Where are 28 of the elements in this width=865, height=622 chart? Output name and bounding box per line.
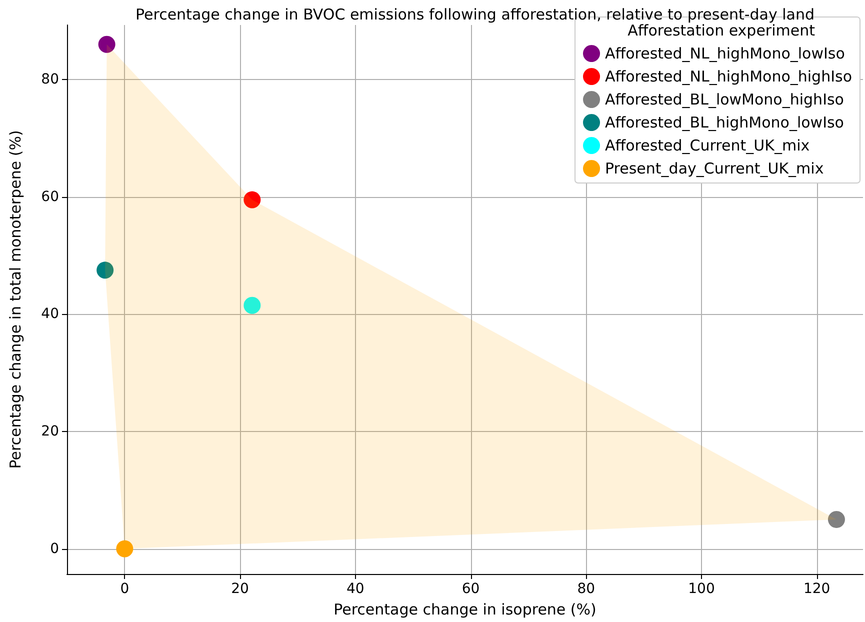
point bbox=[828, 510, 845, 528]
y-tick-label: 80 bbox=[41, 72, 59, 88]
point bbox=[116, 540, 134, 558]
y-tick-label: 20 bbox=[41, 423, 59, 440]
legend-label: Afforested_NL_highMono_lowIso bbox=[605, 44, 845, 62]
y-tick-label: 0 bbox=[50, 540, 59, 557]
legend-title: Afforestation experiment bbox=[628, 22, 816, 40]
x-tick-label: 40 bbox=[346, 581, 364, 597]
x-tick-label: 120 bbox=[803, 581, 830, 597]
x-tick-label: 80 bbox=[577, 581, 596, 597]
point bbox=[244, 191, 261, 208]
y-tick-label: 40 bbox=[41, 306, 59, 322]
point bbox=[96, 262, 114, 279]
x-tick-label: 60 bbox=[462, 581, 480, 597]
x-tick-label: 20 bbox=[231, 581, 249, 597]
x-tick-label: 100 bbox=[688, 581, 715, 597]
legend-label: Afforested_BL_lowMono_highIso bbox=[605, 90, 844, 108]
y-axis-title: Percentage change in total monoterpene (%) bbox=[6, 130, 24, 469]
legend-label: Afforested_Current_UK_mix bbox=[605, 136, 810, 154]
point bbox=[98, 36, 116, 53]
chart-title: Percentage change in BVOC emissions following afforestation, relative to present-day land bbox=[136, 6, 814, 24]
y-tick-label: 60 bbox=[41, 188, 59, 205]
x-axis-title: Percentage change in isoprene (%) bbox=[334, 600, 596, 618]
legend-label: Afforested_NL_highMono_highIso bbox=[605, 68, 852, 86]
point bbox=[244, 296, 261, 314]
x-tick-label: 0 bbox=[120, 581, 130, 597]
legend-label: Present_day_Current_UK_mix bbox=[605, 160, 824, 178]
legend-label: Afforested_BL_highMono_lowIso bbox=[605, 114, 844, 132]
